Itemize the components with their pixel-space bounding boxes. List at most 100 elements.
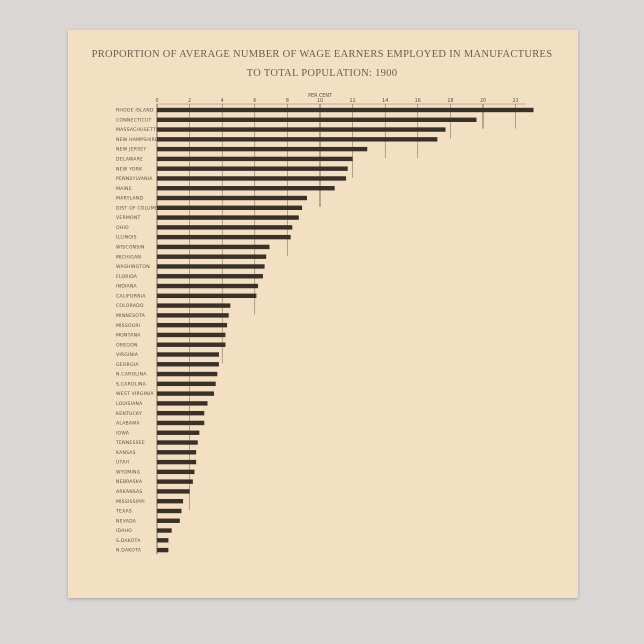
- x-tick-label: 6: [253, 98, 256, 104]
- bar: [157, 264, 265, 269]
- category-label: N.CAROLINA: [116, 372, 147, 378]
- chart-subtitle: TO TOTAL POPULATION: 1900: [246, 68, 398, 79]
- category-label: WYOMING: [116, 469, 141, 475]
- bar: [157, 459, 197, 465]
- bar: [157, 166, 348, 171]
- category-label: MINNESOTA: [116, 313, 146, 319]
- bar: [157, 518, 180, 523]
- bar: [157, 205, 303, 210]
- category-label: TEXAS: [115, 509, 132, 515]
- category-label: NEBRASKA: [116, 479, 143, 485]
- bar: [157, 440, 198, 445]
- category-label: OHIO: [116, 225, 129, 231]
- bar: [157, 508, 182, 514]
- category-label: NEVADA: [116, 518, 137, 524]
- bar: [157, 362, 219, 367]
- category-label: MISSISSIPPI: [116, 499, 145, 505]
- category-label: KANSAS: [116, 450, 136, 456]
- category-label: IOWA: [116, 430, 130, 436]
- bar: [157, 274, 263, 279]
- x-tick-label: 20: [480, 98, 486, 104]
- category-label: ILLINOIS: [116, 235, 137, 241]
- category-label: WISCONSIN: [116, 245, 145, 251]
- bar: [157, 225, 293, 230]
- bar: [157, 195, 307, 201]
- bar: [157, 137, 438, 142]
- x-tick-label: 10: [317, 98, 323, 104]
- category-label: VIRGINIA: [116, 352, 139, 358]
- category-label: NEW JERSEY: [116, 147, 146, 153]
- category-label: COLORADO: [116, 303, 144, 309]
- bar: [157, 528, 172, 533]
- category-label: NEW YORK: [116, 166, 143, 172]
- category-label: FLORIDA: [116, 274, 138, 280]
- category-label: CONNECTICUT: [116, 117, 152, 123]
- category-label: MONTANA: [116, 333, 141, 339]
- category-label: S.CAROLINA: [116, 381, 147, 387]
- x-tick-label: 12: [350, 98, 356, 104]
- bar: [157, 401, 208, 406]
- bar: [157, 332, 226, 338]
- x-tick-label: 2: [188, 98, 191, 104]
- bar: [157, 146, 368, 152]
- bar: [157, 450, 197, 455]
- bar: [157, 499, 184, 504]
- bar: [157, 117, 477, 122]
- bar: [157, 234, 291, 240]
- category-label: CALIFORNIA: [116, 293, 146, 299]
- x-tick-label: 8: [286, 98, 289, 104]
- bar: [157, 303, 231, 308]
- bar: [157, 283, 259, 289]
- category-label: KENTUCKY: [116, 411, 142, 417]
- bar: [157, 489, 190, 494]
- x-tick-label: 22: [513, 98, 519, 104]
- bar: [157, 293, 257, 299]
- category-label: RHODE ISLAND: [116, 108, 154, 114]
- category-label: MICHIGAN: [116, 254, 141, 260]
- bar: [157, 107, 534, 113]
- bar: [157, 381, 216, 387]
- bar: [157, 538, 169, 543]
- bar: [157, 469, 195, 475]
- category-label: GEORGIA: [116, 362, 139, 368]
- bar: [157, 547, 169, 553]
- category-label: N.DAKOTA: [116, 548, 142, 554]
- bar: [157, 254, 267, 259]
- bar: [157, 479, 193, 484]
- category-label: UTAH: [116, 460, 129, 466]
- bar: [157, 313, 229, 318]
- category-label: INDIANA: [116, 284, 137, 290]
- x-tick-label: 16: [415, 98, 421, 104]
- category-label: LOUISIANA: [116, 401, 143, 407]
- bar: [157, 342, 226, 347]
- x-axis-label: PER CENT: [308, 93, 332, 99]
- bar: [157, 176, 347, 181]
- bar: [157, 391, 215, 396]
- category-label: MAINE: [116, 186, 132, 192]
- bar: [157, 127, 446, 132]
- category-label: IDAHO: [116, 528, 132, 534]
- category-label: MASSACHUSETTS: [116, 127, 159, 133]
- x-tick-label: 4: [221, 98, 224, 104]
- category-label: MISSOURI: [116, 323, 140, 329]
- bar: [157, 156, 353, 162]
- category-label: VERMONT: [116, 215, 140, 221]
- category-label: WEST VIRGINIA: [116, 391, 154, 397]
- x-tick-label: 14: [382, 98, 388, 104]
- category-label: NEW HAMPSHIRE: [116, 137, 158, 143]
- bar: [157, 420, 205, 426]
- x-tick-label: 18: [447, 98, 453, 104]
- bar: [157, 371, 218, 377]
- category-label: DIST OF COLUMBIA: [116, 205, 164, 211]
- category-label: TENNESSEE: [115, 440, 145, 446]
- bar: [157, 322, 228, 328]
- category-label: ALABAMA: [116, 421, 140, 427]
- x-tick-label: 0: [155, 98, 158, 104]
- chart-title: PROPORTION OF AVERAGE NUMBER OF WAGE EAR…: [91, 49, 553, 60]
- category-label: OREGON: [116, 342, 138, 348]
- bar: [157, 410, 205, 416]
- category-label: S.DAKOTA: [116, 538, 141, 544]
- bar: [157, 244, 270, 250]
- category-label: MARYLAND: [116, 196, 143, 202]
